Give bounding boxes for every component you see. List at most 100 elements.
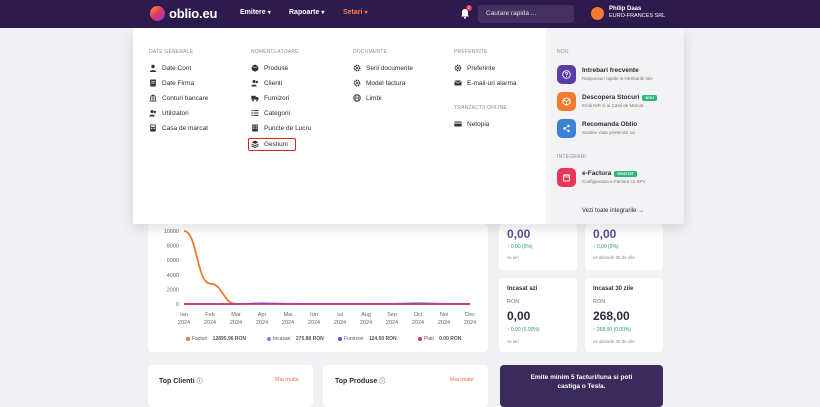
feature-intrebari-frecvente[interactable]: Intrebari frecvente Raspunsuri rapide la… [557,65,653,84]
menu-item-limbi[interactable]: Limbi [353,94,382,102]
preferinte-heading: PREFERINTE [454,49,488,55]
list-icon [251,109,259,117]
menu-item-utilizatori[interactable]: Utilizatori [149,109,189,117]
stat-note: vs ieri [507,339,519,344]
menu-item-clienti[interactable]: Clienti [251,79,282,87]
users-icon [251,79,259,87]
legend-incasari[interactable]: Incasari 275.88 RON [267,336,324,342]
feature-title-text: Descopera Stocuri [582,94,640,101]
bank-icon [149,94,157,102]
date-generale-heading: DATE GENERALE [149,49,194,55]
user-icon [149,64,157,72]
stat-value: 0,00 [507,227,531,241]
user-company: EURO-FRANCES SRL [609,13,666,19]
documente-heading: DOCUMENTE [353,49,388,55]
stat-currency: RON [593,299,606,305]
menu-item-serii-documente[interactable]: Serii documente [353,64,413,72]
menu-item-date-cont[interactable]: Date Cont [149,64,191,72]
legend-facturi[interactable]: Facturi 12895.96 RON [186,336,246,342]
menu-item-netopia[interactable]: Netopia [454,120,489,128]
integrari-heading: INTEGRARI [557,154,587,160]
x-tick-label: 2024 [204,320,216,326]
x-tick-label: 2024 [334,320,346,326]
menu-item-conturi-bancare[interactable]: Conturi bancare [149,94,208,102]
menu-item-furnizori[interactable]: Furnizori [251,94,289,102]
stat-note: vs ultimele 30 de zile [593,255,635,260]
feature-desc: Sustine viata prietenilor tai [582,130,635,135]
chevron-down-icon: ▾ [321,10,325,16]
top-clienti-more-link[interactable]: Mai multe [275,377,299,383]
legend-label: Incasari [273,336,291,342]
x-tick-label: 2024 [256,320,268,326]
gestiuni-highlight-box [248,138,296,151]
legend-total: 275.88 RON [295,336,324,342]
see-all-integrations-link[interactable]: Vezi toate integrarile → [582,208,645,214]
stat-card-incasat-azi [499,278,577,352]
menu-item-label: Conturi bancare [162,94,209,102]
menu-item-date-firma[interactable]: Date Firma [149,79,194,87]
y-tick-label: 2000 [167,287,179,293]
legend-dot-icon [338,337,342,341]
menu-item-produse[interactable]: Produse [251,64,288,72]
nav-rapoarte[interactable]: Rapoarte ▾ [289,9,324,16]
search-input[interactable]: Cautare rapida ... [478,5,574,23]
menu-item-label: Serii documente [366,64,413,72]
legend-furnizori[interactable]: Furnizori 124.50 RON [338,336,397,342]
menu-item-model-factura[interactable]: Model factura [353,79,405,87]
nav-emitere[interactable]: Emitere ▾ [240,9,271,16]
info-icon[interactable]: ⓘ [196,379,203,385]
stat-trend: ↑ 0,00 (0%) [507,244,533,250]
avatar[interactable] [591,7,604,20]
menu-item-label: Casa de marcat [162,124,208,132]
menu-item-label: Preferinte [467,64,496,72]
top-clienti-card [148,365,313,407]
feature-title: Descopera Stocuri NOU [582,94,657,101]
feature-desc: Raspunsuri rapide la intrebarile tale [582,76,653,81]
document-icon [149,79,157,87]
feature-recomanda-oblio[interactable]: Recomanda Oblio Sustine viata prietenilo… [557,119,637,138]
legend-label: Furnizori [344,336,364,342]
search-placeholder: Cautare rapida ... [486,10,537,17]
user-name[interactable]: Philip Daas [609,6,642,12]
box-icon [557,92,576,111]
legend-total: 124.50 RON [368,336,397,342]
menu-item-label: Netopia [467,120,490,128]
menu-item-categorii[interactable]: Categorii [251,109,290,117]
legend-dot-icon [267,337,271,341]
top-produse-more-link[interactable]: Mai multe [450,377,474,383]
tesla-promo-banner[interactable]: Emite minim 5 facturi/luna si poti casti… [500,365,663,407]
bell-icon[interactable] [460,8,470,19]
top-produse-title-text: Top Produse [335,378,378,385]
stat-value: 268,00 [593,309,630,323]
nav-setari[interactable]: Setari ▾ [343,9,367,16]
stat-note: vs ieri [507,255,519,260]
y-tick-label: 8000 [167,244,179,250]
nav-emitere-label: Emitere [240,9,266,16]
legend-plati[interactable]: Plati 0.00 RON [418,336,461,342]
info-icon[interactable]: ⓘ [379,379,386,385]
logo-mark-icon [150,6,165,21]
promo-line-2: castiga o Tesla. [557,383,606,390]
stat-trend: ↑ 0,00 (0%) [593,244,619,250]
menu-item-gestiuni[interactable]: Gestiuni [251,140,288,148]
menu-item-label: Categorii [264,109,291,117]
menu-item-preferinte[interactable]: Preferinte [454,64,495,72]
feature-title-text: e-Factura [582,170,612,177]
menu-item-label: Furnizori [264,94,290,102]
nou-heading: NOU [557,49,569,55]
feature-e-factura[interactable]: e-Factura GRATUIT Configureaza e-Factura … [557,168,646,187]
stat-trend-value: 268,00 (0.00%) [596,327,632,333]
menu-item-puncte-de-lucru[interactable]: Puncte de Lucru [251,124,311,132]
calculator-icon [149,124,157,132]
feature-descopera-stocuri[interactable]: Descopera Stocuri NOU Emiti NIR si ai Cas… [557,92,657,111]
question-icon [557,65,576,84]
menu-item-casa-de-marcat[interactable]: Casa de marcat [149,124,208,132]
feature-title-text: Intrebari frecvente [582,67,639,74]
oblio-logo[interactable]: oblio.eu [150,6,217,21]
menu-item-label: Puncte de Lucru [264,124,312,132]
y-tick-label: 4000 [167,273,179,279]
nav-setari-label: Setari [343,9,363,16]
chart-card [148,224,488,352]
menu-item-email-alarma[interactable]: E-mail-uri alarma [454,79,516,87]
legend-label: Facturi [192,336,208,342]
